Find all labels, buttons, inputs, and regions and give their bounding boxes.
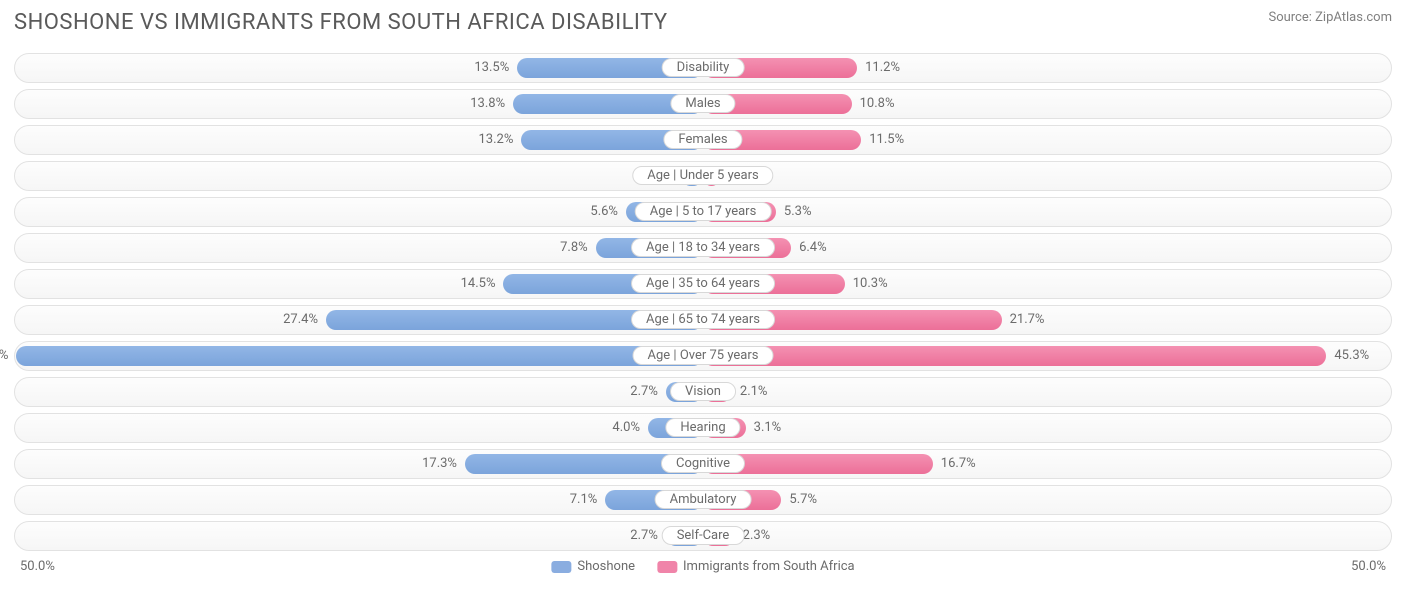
value-left: 27.4% xyxy=(283,312,318,327)
legend-label-left: Shoshone xyxy=(577,559,635,574)
value-right: 16.7% xyxy=(941,456,976,471)
value-left: 13.8% xyxy=(470,96,505,111)
value-left: 4.0% xyxy=(612,420,640,435)
chart-row: 1.6%1.2%Age | Under 5 years xyxy=(14,161,1392,191)
chart-row: 27.4% 21.7% Age | 65 to 74 years xyxy=(14,305,1392,335)
value-left: 49.9% xyxy=(0,348,8,363)
value-right: 6.4% xyxy=(799,240,827,255)
chart-row: 2.7% 2.1% Vision xyxy=(14,377,1392,407)
legend-item-immigrants: Immigrants from South Africa xyxy=(657,559,855,574)
value-left: 14.5% xyxy=(461,276,496,291)
value-left: 7.1% xyxy=(570,492,598,507)
value-right: 45.3% xyxy=(1334,348,1369,363)
value-left: 13.2% xyxy=(479,132,514,147)
value-right: 11.5% xyxy=(869,132,904,147)
row-label: Hearing xyxy=(665,418,740,437)
value-right: 3.1% xyxy=(754,420,782,435)
value-left: 7.8% xyxy=(560,240,588,255)
value-right: 2.1% xyxy=(740,384,768,399)
value-left: 2.7% xyxy=(630,384,658,399)
value-right: 21.7% xyxy=(1010,312,1045,327)
chart-row: 5.6% 5.3% Age | 5 to 17 years xyxy=(14,197,1392,227)
chart-row: 17.3% 16.7% Cognitive xyxy=(14,449,1392,479)
chart-row: 13.8% 10.8% Males xyxy=(14,89,1392,119)
row-label: Age | Over 75 years xyxy=(633,346,774,365)
row-label: Ambulatory xyxy=(655,490,752,509)
row-label: Age | 65 to 74 years xyxy=(631,310,775,329)
chart-area: 13.5% 11.2% Disability 13.8% 10.8% Males 13.2%… xyxy=(14,53,1392,551)
legend-row: 50.0% Shoshone Immigrants from South Afr… xyxy=(14,557,1392,581)
row-label: Males xyxy=(670,94,735,113)
chart-row: 7.1% 5.7% Ambulatory xyxy=(14,485,1392,515)
value-left: 2.7% xyxy=(630,528,658,543)
chart-row: 14.5% 10.3% Age | 35 to 64 years xyxy=(14,269,1392,299)
source-attribution: Source: ZipAtlas.com xyxy=(1268,10,1392,25)
chart-row: 13.5% 11.2% Disability xyxy=(14,53,1392,83)
row-label: Disability xyxy=(662,58,745,77)
axis-left-label: 50.0% xyxy=(20,559,55,574)
row-label: Age | Under 5 years xyxy=(632,166,773,185)
value-left: 5.6% xyxy=(590,204,618,219)
value-right: 2.3% xyxy=(743,528,771,543)
row-label: Age | 35 to 64 years xyxy=(631,274,775,293)
row-label: Cognitive xyxy=(661,454,745,473)
row-label: Self-Care xyxy=(662,526,745,545)
row-label: Age | 5 to 17 years xyxy=(635,202,772,221)
bar-right xyxy=(703,346,1326,366)
row-label: Age | 18 to 34 years xyxy=(631,238,775,257)
header: SHOSHONE VS IMMIGRANTS FROM SOUTH AFRICA… xyxy=(14,10,1392,35)
axis-right-label: 50.0% xyxy=(1351,559,1386,574)
value-right: 10.8% xyxy=(860,96,895,111)
value-right: 10.3% xyxy=(853,276,888,291)
chart-row: 2.7% 2.3%Self-Care xyxy=(14,521,1392,551)
chart-row: 49.9%45.3%Age | Over 75 years xyxy=(14,341,1392,371)
legend-item-shoshone: Shoshone xyxy=(551,559,635,574)
legend-swatch-right xyxy=(657,561,677,573)
chart-row: 7.8% 6.4% Age | 18 to 34 years xyxy=(14,233,1392,263)
value-right: 11.2% xyxy=(865,60,900,75)
bar-left xyxy=(16,346,703,366)
chart-title: SHOSHONE VS IMMIGRANTS FROM SOUTH AFRICA… xyxy=(14,10,668,35)
value-right: 5.3% xyxy=(784,204,812,219)
legend-label-right: Immigrants from South Africa xyxy=(683,559,855,574)
chart-row: 13.2% 11.5% Females xyxy=(14,125,1392,155)
value-left: 13.5% xyxy=(474,60,509,75)
legend-swatch-left xyxy=(551,561,571,573)
value-right: 5.7% xyxy=(789,492,817,507)
value-left: 17.3% xyxy=(422,456,457,471)
legend-center: Shoshone Immigrants from South Africa xyxy=(551,559,854,574)
row-label: Females xyxy=(663,130,742,149)
row-label: Vision xyxy=(670,382,736,401)
chart-row: 4.0% 3.1% Hearing xyxy=(14,413,1392,443)
